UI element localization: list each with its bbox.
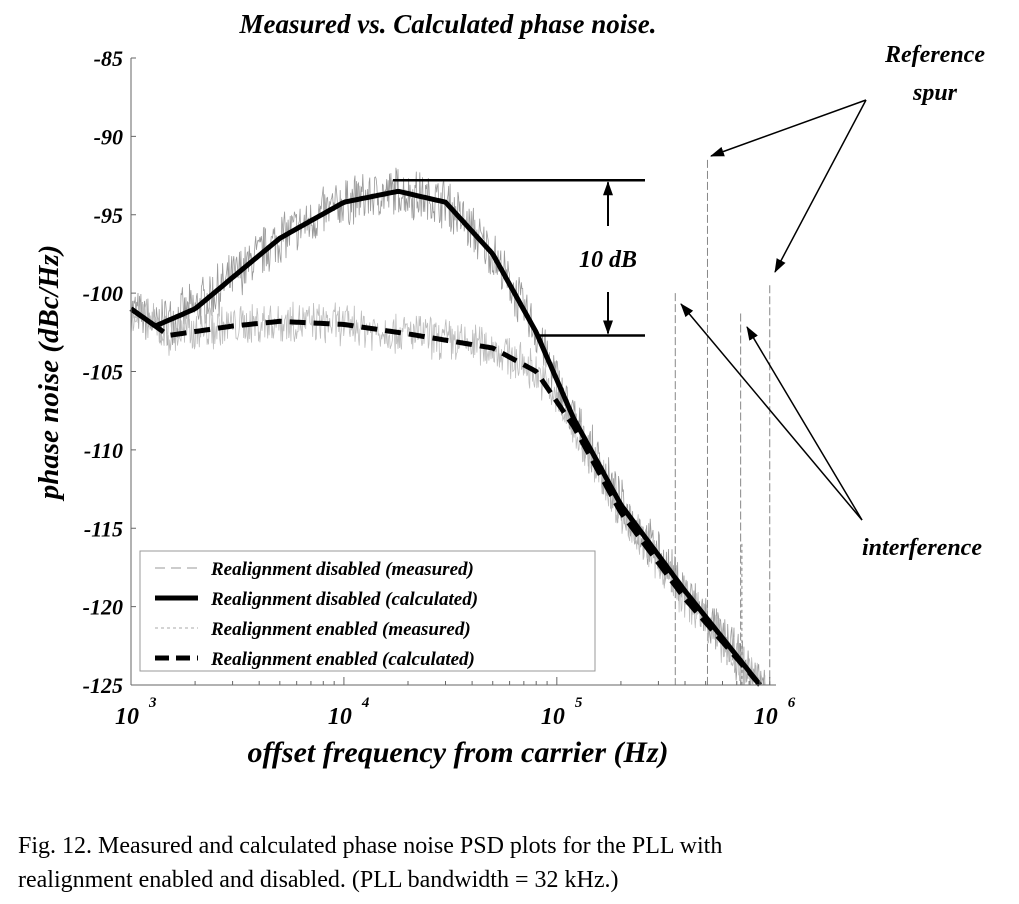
axis-ticks: -85-90-95-100-105-110-115-120-1251031041… — [83, 46, 796, 730]
y-tick-label: -85 — [94, 46, 123, 71]
legend-label-enabled-measured: Realignment enabled (measured) — [210, 619, 471, 640]
y-tick-label: -100 — [83, 281, 123, 306]
x-tick-exponent: 6 — [788, 695, 796, 711]
reference-spur-label-line1: Reference — [884, 42, 985, 68]
series-measured-2 — [130, 299, 766, 686]
y-tick-label: -95 — [94, 203, 123, 228]
x-tick-exponent: 5 — [575, 695, 583, 711]
y-tick-label: -105 — [83, 360, 123, 385]
y-tick-label: -125 — [83, 673, 123, 698]
x-tick-label: 10 — [115, 704, 139, 730]
figure-caption-line2: realignment enabled and disabled. (PLL b… — [18, 867, 618, 893]
reference-spur-arrow-2 — [774, 99, 867, 273]
delta-label: 10 dB — [579, 247, 637, 273]
legend-label-disabled-calculated: Realignment disabled (calculated) — [210, 589, 478, 610]
y-axis-label: phase noise (dBc/Hz) — [33, 245, 65, 503]
y-tick-label: -120 — [83, 595, 123, 620]
x-tick-label: 10 — [328, 704, 352, 730]
interference-arrow-2 — [746, 326, 863, 521]
legend-box — [139, 550, 596, 672]
series-calculated-1 — [129, 188, 762, 687]
series-measured-0 — [130, 167, 766, 686]
x-axis-label: offset frequency from carrier (Hz) — [247, 736, 668, 769]
chart-title: Measured vs. Calculated phase noise. — [238, 9, 656, 39]
y-tick-label: -115 — [84, 516, 123, 541]
x-tick-exponent: 3 — [148, 695, 157, 711]
figure-caption-line1: Fig. 12. Measured and calculated phase n… — [18, 833, 722, 859]
x-tick-label: 10 — [541, 704, 565, 730]
y-tick-label: -110 — [84, 438, 123, 463]
interference-label: interference — [862, 535, 982, 561]
reference-spur-label-line2: spur — [912, 80, 958, 106]
x-tick-label: 10 — [754, 704, 778, 730]
plot-area — [129, 58, 776, 687]
legend: Realignment disabled (measured) Realignm… — [139, 550, 596, 672]
reference-spur-arrow-1 — [710, 99, 867, 157]
legend-label-disabled-measured: Realignment disabled (measured) — [210, 559, 474, 580]
interference-arrow-1 — [680, 303, 863, 521]
x-tick-exponent: 4 — [361, 695, 370, 711]
y-tick-label: -90 — [94, 124, 123, 149]
series-calculated-3 — [129, 306, 762, 687]
legend-label-enabled-calculated: Realignment enabled (calculated) — [210, 649, 475, 670]
annotations: 10 dB Reference spur interference — [392, 42, 985, 561]
